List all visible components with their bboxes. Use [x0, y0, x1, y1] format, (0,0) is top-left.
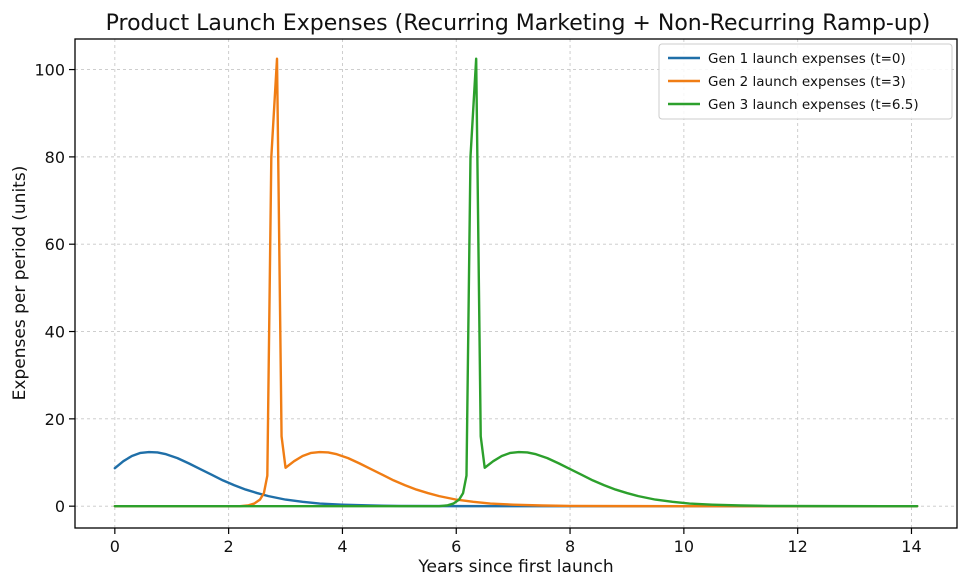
- legend: Gen 1 launch expenses (t=0) Gen 2 launch…: [658, 43, 953, 120]
- y-tick-label: 80: [45, 148, 65, 167]
- legend-label-gen1: Gen 1 launch expenses (t=0): [708, 51, 906, 67]
- y-tick-label: 60: [45, 235, 65, 254]
- plot-frame: [74, 38, 958, 529]
- axis-ticks: 0 2 4 6 8 10 12 14 0 20 40 60 80 100: [34, 61, 921, 556]
- x-tick-label: 14: [901, 537, 921, 556]
- x-tick-label: 0: [110, 537, 120, 556]
- y-tick-label: 0: [55, 497, 65, 516]
- x-tick-label: 2: [224, 537, 234, 556]
- x-tick-label: 4: [337, 537, 347, 556]
- series-line-gen1: [113, 450, 919, 508]
- y-axis-label: Expenses per period (units): [10, 166, 30, 401]
- chart-title: Product Launch Expenses (Recurring Marke…: [106, 11, 931, 36]
- x-tick-label: 10: [674, 537, 694, 556]
- series-line-gen3: [113, 57, 919, 508]
- legend-box: [658, 43, 953, 120]
- legend-label-gen2: Gen 2 launch expenses (t=3): [708, 74, 906, 90]
- x-axis-label: Years since first launch: [417, 557, 613, 577]
- x-tick-label: 8: [565, 537, 575, 556]
- y-tick-label: 100: [34, 61, 65, 80]
- legend-label-gen3: Gen 3 launch expenses (t=6.5): [708, 97, 919, 113]
- x-tick-label: 12: [787, 537, 807, 556]
- y-tick-label: 20: [45, 410, 65, 429]
- series-lines: [113, 57, 919, 508]
- x-tick-label: 6: [451, 537, 461, 556]
- series-line-gen2: [113, 57, 919, 508]
- y-tick-label: 40: [45, 323, 65, 342]
